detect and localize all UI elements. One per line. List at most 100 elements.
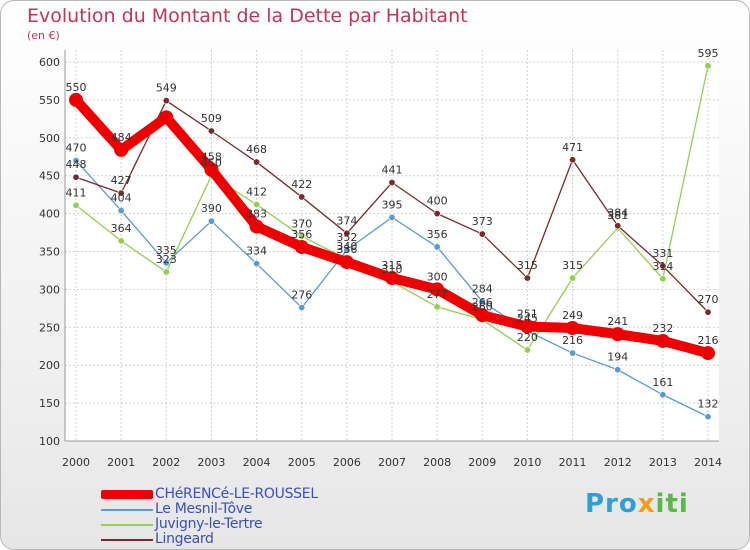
data-label-lingeard: 471 xyxy=(562,141,583,154)
x-tick-label: 2009 xyxy=(468,456,496,469)
data-label-lingeard: 448 xyxy=(66,158,87,171)
data-point-mesnil-tove xyxy=(117,207,125,215)
data-point-lingeard xyxy=(343,229,351,237)
data-label-lingeard: 374 xyxy=(336,214,357,227)
data-label-cherence: 241 xyxy=(607,315,628,328)
data-label-lingeard: 331 xyxy=(652,247,673,260)
data-point-juvigny xyxy=(253,201,261,209)
data-point-cherence xyxy=(610,327,625,342)
data-label-cherence: 251 xyxy=(517,308,538,321)
data-point-juvigny xyxy=(117,237,125,245)
legend-swatch-juvigny xyxy=(101,517,153,532)
chart-subtitle: (en €) xyxy=(27,29,60,42)
data-label-lingeard: 427 xyxy=(111,174,132,187)
data-label-mesnil-tove: 194 xyxy=(607,351,628,364)
data-point-juvigny xyxy=(298,232,306,240)
data-label-mesnil-tove: 245 xyxy=(517,312,538,325)
x-tick-label: 2013 xyxy=(649,456,677,469)
data-point-lingeard xyxy=(614,222,622,230)
data-label-cherence: 232 xyxy=(652,322,673,335)
data-point-cherence xyxy=(385,271,399,286)
legend-label-juvigny: Juvigny-le-Tertre xyxy=(155,516,263,532)
y-tick-label: 300 xyxy=(39,283,60,296)
data-label-cherence: 249 xyxy=(562,309,583,322)
data-label-mesnil-tove: 390 xyxy=(201,202,222,215)
legend-item-lingeard: Lingeard xyxy=(101,531,421,547)
data-label-cherence: 484 xyxy=(111,131,132,144)
y-tick-label: 100 xyxy=(39,435,60,448)
data-point-juvigny xyxy=(523,346,531,354)
data-point-lingeard xyxy=(72,173,80,181)
x-tick-label: 2014 xyxy=(694,456,722,469)
data-point-cherence xyxy=(655,333,670,348)
legend-item-mesnil-tove: Le Mesnil-Tôve xyxy=(101,501,421,517)
data-point-juvigny xyxy=(433,303,441,311)
data-point-mesnil-tove xyxy=(478,298,486,306)
legend-item-cherence: CHéRENCé-LE-ROUSSEL xyxy=(101,486,421,502)
data-point-cherence xyxy=(69,92,83,107)
y-tick-label: 150 xyxy=(39,397,60,410)
data-point-lingeard xyxy=(569,156,577,164)
data-point-cherence xyxy=(475,308,490,323)
data-point-lingeard xyxy=(253,158,261,166)
data-point-cherence xyxy=(430,282,445,297)
data-label-juvigny: 412 xyxy=(246,186,267,199)
data-point-cherence xyxy=(204,162,219,177)
data-point-cherence xyxy=(114,142,129,157)
data-label-lingeard: 400 xyxy=(427,195,448,208)
data-label-juvigny: 315 xyxy=(562,259,583,272)
data-point-lingeard xyxy=(162,97,170,105)
data-label-cherence: 550 xyxy=(66,81,87,94)
data-label-juvigny: 220 xyxy=(517,331,538,344)
y-tick-label: 250 xyxy=(39,321,60,334)
data-point-lingeard xyxy=(117,189,125,197)
data-label-juvigny: 381 xyxy=(607,209,628,222)
data-label-mesnil-tove: 335 xyxy=(156,244,177,257)
data-label-lingeard: 441 xyxy=(382,164,403,177)
data-point-mesnil-tove xyxy=(72,157,80,165)
x-tick-label: 2003 xyxy=(197,456,225,469)
data-label-mesnil-tove: 356 xyxy=(427,228,448,241)
data-label-lingeard: 422 xyxy=(291,178,312,191)
x-tick-label: 2004 xyxy=(243,456,271,469)
data-point-juvigny xyxy=(162,268,170,276)
y-tick-label: 400 xyxy=(39,208,60,221)
data-point-lingeard xyxy=(523,274,531,282)
data-label-mesnil-tove: 334 xyxy=(246,245,267,258)
data-point-mesnil-tove xyxy=(659,391,667,399)
data-point-juvigny xyxy=(704,62,712,70)
legend-label-mesnil-tove: Le Mesnil-Tôve xyxy=(155,501,253,517)
y-tick-label: 200 xyxy=(39,359,60,372)
data-point-cherence xyxy=(520,319,535,334)
data-label-mesnil-tove: 216 xyxy=(562,334,583,347)
data-point-mesnil-tove xyxy=(433,243,441,251)
data-label-cherence: 216 xyxy=(698,334,719,347)
data-point-mesnil-tove xyxy=(207,217,215,225)
y-tick-label: 350 xyxy=(39,246,60,259)
data-label-juvigny: 450 xyxy=(201,157,222,170)
data-label-lingeard: 270 xyxy=(698,293,719,306)
data-point-juvigny xyxy=(569,274,577,282)
data-point-cherence xyxy=(339,255,354,270)
x-tick-label: 2002 xyxy=(152,456,180,469)
data-point-lingeard xyxy=(207,127,215,135)
x-tick-label: 2010 xyxy=(513,456,541,469)
data-point-mesnil-tove xyxy=(704,413,712,421)
data-point-juvigny xyxy=(659,275,667,283)
legend-label-lingeard: Lingeard xyxy=(155,531,214,547)
data-label-juvigny: 364 xyxy=(111,222,132,235)
data-label-lingeard: 384 xyxy=(607,207,628,220)
data-point-mesnil-tove xyxy=(614,366,622,374)
data-point-cherence xyxy=(565,321,580,336)
chart-title: Evolution du Montant de la Dette par Hab… xyxy=(27,5,468,27)
data-label-juvigny: 310 xyxy=(382,263,403,276)
x-tick-label: 2006 xyxy=(333,456,361,469)
data-label-mesnil-tove: 132 xyxy=(698,398,719,411)
legend-swatch-mesnil-tove xyxy=(101,502,153,517)
data-point-lingeard xyxy=(298,193,306,201)
y-tick-label: 450 xyxy=(39,170,60,183)
data-label-mesnil-tove: 470 xyxy=(66,142,87,155)
data-label-lingeard: 468 xyxy=(246,143,267,156)
y-tick-label: 550 xyxy=(39,94,60,107)
